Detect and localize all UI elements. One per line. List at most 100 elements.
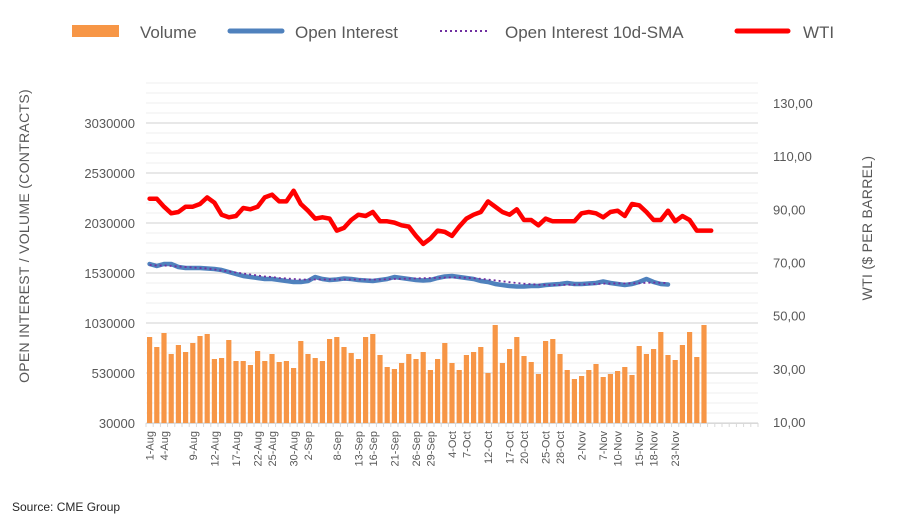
open-interest-sma-line [149,264,669,286]
volume-bar [651,349,657,423]
volume-bar [240,361,246,423]
x-axis-ticks: 1-Aug 4-Aug 9-Aug 12-Aug 17-Aug 22-Aug 25-Aug 3… [145,423,759,467]
left-tick-label: 1030000 [84,316,135,331]
volume-bar [528,362,534,423]
x-tick-label: 25-Aug [267,431,279,466]
left-tick-label: 3030000 [84,116,135,131]
volume-bar [341,347,347,423]
volume-bar [276,362,282,423]
left-axis-ticks: 30000 530000 1030000 1530000 2030000 2530000 3… [84,116,135,431]
right-tick-label: 30,00 [773,362,806,377]
right-tick-label: 50,00 [773,309,806,324]
volume-bar [370,334,376,423]
volume-bar [586,370,592,423]
volume-bar [543,341,549,423]
x-tick-label: 10-Nov [613,431,625,467]
volume-bar [255,351,261,423]
volume-bar [427,370,433,423]
legend-label-open-interest: Open Interest [295,23,398,42]
volume-bar [672,360,678,423]
x-tick-label: 4-Oct [447,431,459,458]
x-tick-label: 15-Nov [634,431,646,467]
x-tick-label: 9-Aug [188,431,200,460]
left-tick-label: 1530000 [84,266,135,281]
x-tick-label: 8-Sep [332,431,344,460]
volume-bar [183,352,189,423]
volume-bar [456,370,462,423]
volume-bar [420,352,426,423]
volume-bar [327,339,333,423]
x-tick-label: 12-Aug [209,431,221,466]
volume-bar [161,333,167,423]
volume-bar [694,357,700,423]
x-tick-label: 2-Sep [303,431,315,460]
volume-bar [564,370,570,423]
volume-bar [319,361,325,423]
volume-bar [557,354,563,423]
volume-bar [499,363,505,423]
volume-bar [283,361,289,423]
volume-bar [226,340,232,423]
left-tick-label: 30000 [99,416,135,431]
volume-bar [269,354,275,423]
x-tick-label: 13-Sep [353,431,365,466]
volume-bar [147,337,153,423]
volume-bar [233,361,239,423]
x-tick-label: 28-Oct [555,431,567,464]
volume-bar [355,359,361,423]
volume-bar [701,325,707,423]
volume-bar [219,358,225,423]
volume-bar [507,349,513,423]
volume-bar [492,325,498,423]
x-tick-label: 23-Nov [670,431,682,467]
right-tick-label: 70,00 [773,256,806,271]
volume-bar [247,365,253,423]
volume-bar [377,355,383,423]
volume-bar [679,345,685,423]
x-tick-label: 30-Aug [289,431,301,466]
left-tick-label: 530000 [92,366,135,381]
volume-bar [190,343,196,423]
volume-bar [262,361,268,423]
x-tick-label: 29-Sep [425,431,437,466]
volume-bar [334,337,340,423]
x-tick-label: 17-Aug [231,431,243,466]
volume-bar [399,363,405,423]
x-tick-label: 21-Sep [389,431,401,466]
volume-bar [579,376,585,423]
volume-bar [384,367,390,423]
volume-bar [442,343,448,423]
volume-bar [154,347,160,423]
volume-bar [435,359,441,423]
volume-bar [615,371,621,423]
volume-bar [471,352,477,423]
x-tick-label: 1-Aug [145,431,157,460]
x-tick-label: 2-Nov [577,431,589,461]
left-tick-label: 2530000 [84,166,135,181]
series-lines [147,188,714,289]
volume-bar [658,332,664,423]
volume-bar [197,336,203,423]
wti-line [147,188,714,247]
x-tick-label: 7-Nov [598,431,610,461]
volume-bar [211,359,217,423]
x-tick-label: 16-Sep [368,431,380,466]
volume-bar [348,353,354,423]
volume-bar [521,356,527,423]
volume-bar [391,369,397,423]
volume-bar [593,364,599,423]
volume-bars [147,325,707,423]
volume-bar [298,341,304,423]
volume-bar [607,374,613,423]
x-tick-label: 4-Aug [159,431,171,460]
volume-bar [629,375,635,423]
volume-bar [312,358,318,423]
volume-bar [413,359,419,423]
legend-swatch-volume [72,25,119,37]
volume-bar [478,347,484,423]
legend: Volume Open Interest Open Interest 10d-S… [72,23,834,42]
volume-bar [463,355,469,423]
volume-bar [571,379,577,423]
legend-label-wti: WTI [803,23,834,42]
